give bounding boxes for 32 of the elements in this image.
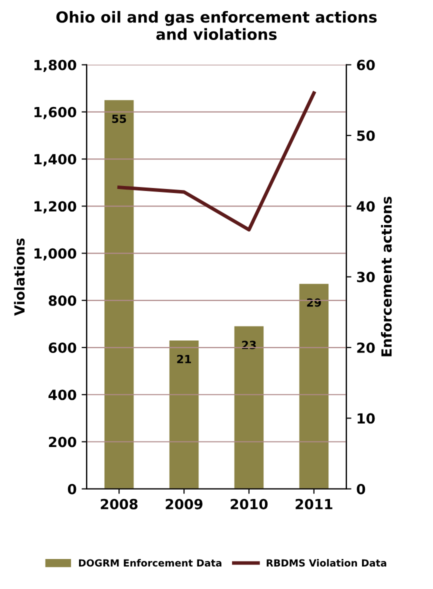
y2-tick-label: 60 bbox=[356, 60, 375, 70]
y-tick-label: 200 bbox=[48, 436, 76, 448]
bar bbox=[234, 326, 264, 489]
data-label: 55 bbox=[112, 114, 126, 123]
x-tick-label: 2010 bbox=[230, 498, 268, 510]
y2-tick-label: 0 bbox=[356, 484, 366, 494]
x-tick-label: 2008 bbox=[100, 498, 138, 510]
chart-title: Ohio oil and gas enforcement actions and violations bbox=[56, 10, 377, 40]
y-tick-label: 800 bbox=[48, 295, 76, 306]
legend-label: RBDMS Violation Data bbox=[266, 559, 386, 567]
x-tick-label: 2011 bbox=[296, 498, 332, 510]
bar bbox=[104, 100, 134, 489]
bar bbox=[299, 284, 329, 489]
legend-label: DOGRM Enforcement Data bbox=[79, 559, 222, 567]
y2-tick-label: 40 bbox=[356, 201, 375, 212]
y2-tick-label: 50 bbox=[357, 130, 375, 141]
y2-tick-label: 20 bbox=[357, 342, 375, 353]
data-label: 21 bbox=[177, 354, 191, 364]
y-tick-label: 1,400 bbox=[34, 154, 76, 166]
y2-tick-label: 30 bbox=[357, 272, 375, 282]
bar bbox=[169, 340, 199, 489]
x-tick-label: 2009 bbox=[166, 498, 202, 510]
y-tick-label: 1,600 bbox=[34, 106, 76, 120]
y-tick-label: 1,200 bbox=[34, 201, 76, 214]
y-tick-label: 0 bbox=[68, 484, 76, 494]
y2-tick-label: 10 bbox=[358, 413, 375, 424]
y-axis-title: Violations bbox=[14, 238, 25, 316]
y-tick-label: 400 bbox=[48, 390, 76, 400]
y-tick-label: 600 bbox=[48, 342, 76, 353]
y-tick-label: 1,800 bbox=[34, 60, 76, 72]
y2-axis-title: Enforcement actions bbox=[381, 196, 392, 356]
y-tick-label: 1,000 bbox=[34, 248, 76, 261]
